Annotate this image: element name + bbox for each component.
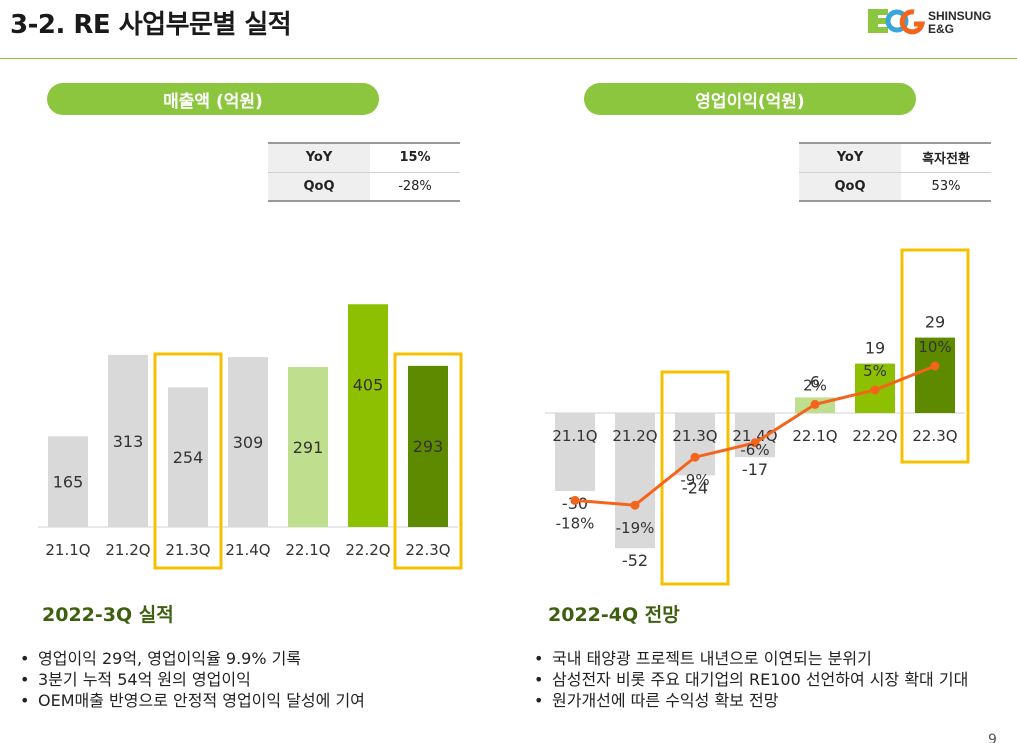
profit-data-label: 29	[925, 313, 945, 332]
revenue-heading: 매출액 (억원)	[47, 83, 379, 115]
charts-canvas: 165 21.1Q 313 21.2Q 254 21.3Q 309 21.4Q 291 22.1Q…	[38, 248, 970, 586]
logo-text-line1: SHINSUNG	[928, 9, 992, 23]
revenue-tick-label: 22.1Q	[285, 541, 330, 559]
profit-bar	[675, 413, 715, 476]
outlook-bullet-list: 국내 태양광 프로젝트 내년으로 이연되는 분위기 삼성전자 비롯 주요 대기업…	[530, 648, 1000, 711]
revenue-growth-table: YoY 15% QoQ -28%	[268, 142, 460, 202]
revenue-highlight-box	[393, 352, 463, 570]
margin-series-point	[810, 399, 820, 409]
profit-tick-label: 22.3Q	[912, 427, 957, 445]
list-item: 3분기 누적 54억 원의 영업이익	[16, 669, 486, 690]
revenue-highlight-box	[153, 352, 223, 570]
margin-data-label: 5%	[863, 362, 887, 380]
revenue-bar	[48, 436, 88, 527]
revenue-tick-label: 21.1Q	[45, 541, 90, 559]
margin-data-label: -19%	[616, 519, 655, 537]
revenue-tick-label: 21.3Q	[165, 541, 210, 559]
qoq-label: QoQ	[268, 172, 370, 202]
list-item: 영업이익 29억, 영업이익율 9.9% 기록	[16, 648, 486, 669]
outlook-section-title: 2022-4Q 전망	[548, 604, 680, 626]
profit-tick-label: 21.2Q	[612, 427, 657, 445]
revenue-tick-label: 21.2Q	[105, 541, 150, 559]
profit-tick-label: 21.1Q	[552, 427, 597, 445]
revenue-data-label: 293	[413, 437, 444, 456]
margin-data-label: 10%	[918, 338, 951, 356]
revenue-bar	[168, 387, 208, 527]
revenue-data-label: 291	[293, 438, 324, 457]
profit-bar	[555, 413, 595, 491]
margin-data-label: -18%	[556, 514, 595, 532]
results-section-title: 2022-3Q 실적	[42, 604, 174, 626]
margin-data-label: -6%	[740, 441, 769, 459]
table-row: QoQ 53%	[799, 172, 991, 202]
revenue-tick-label: 22.3Q	[405, 541, 450, 559]
yoy-label: YoY	[268, 142, 370, 173]
margin-series-point	[630, 500, 640, 510]
table-row: YoY 15%	[268, 142, 460, 173]
margin-data-label: -9%	[680, 471, 709, 489]
profit-tick-label: 21.4Q	[732, 427, 777, 445]
revenue-bar	[408, 365, 448, 527]
revenue-data-label: 309	[233, 433, 264, 452]
operating-profit-heading: 영업이익(억원)	[584, 83, 916, 115]
revenue-data-label: 313	[113, 432, 144, 451]
revenue-tick-label: 21.4Q	[225, 541, 270, 559]
revenue-tick-label: 22.2Q	[345, 541, 390, 559]
revenue-bar	[348, 304, 388, 527]
revenue-data-label: 254	[173, 448, 204, 467]
profit-data-label: -24	[682, 478, 708, 497]
title-rule	[0, 58, 1017, 59]
qoq-value: 53%	[901, 172, 991, 202]
table-row: YoY 흑자전환	[799, 142, 991, 173]
list-item: 국내 태양광 프로젝트 내년으로 이연되는 분위기	[530, 648, 1000, 669]
margin-data-label: 2%	[803, 376, 827, 394]
logo-text-line2: E&G	[928, 22, 955, 36]
list-item: OEM매출 반영으로 안정적 영업이익 달성에 기여	[16, 690, 486, 711]
yoy-value: 흑자전환	[901, 142, 991, 173]
list-item: 원가개선에 따른 수익성 확보 전망	[530, 690, 1000, 711]
revenue-bar	[228, 357, 268, 527]
profit-tick-label: 21.3Q	[672, 427, 717, 445]
revenue-data-label: 405	[353, 375, 384, 394]
yoy-label: YoY	[799, 142, 901, 173]
revenue-data-label: 165	[53, 473, 84, 492]
qoq-value: -28%	[370, 172, 460, 202]
list-item: 삼성전자 비롯 주요 대기업의 RE100 선언하여 시장 확대 기대	[530, 669, 1000, 690]
profit-bar	[615, 413, 655, 549]
profit-tick-label: 22.1Q	[792, 427, 837, 445]
profit-data-label: -17	[742, 460, 768, 479]
page-number: 9	[988, 732, 997, 743]
revenue-bar	[108, 354, 148, 527]
table-row: QoQ -28%	[268, 172, 460, 202]
profit-highlight-box	[900, 248, 970, 464]
revenue-bar	[288, 366, 328, 527]
profit-tick-label: 22.2Q	[852, 427, 897, 445]
page-title: 3-2. RE 사업부문별 실적	[10, 10, 292, 40]
qoq-label: QoQ	[799, 172, 901, 202]
margin-series-point	[570, 495, 580, 505]
yoy-value: 15%	[370, 142, 460, 173]
margin-series-point	[930, 361, 940, 371]
profit-growth-table: YoY 흑자전환 QoQ 53%	[799, 142, 991, 202]
profit-highlight-box	[660, 370, 730, 586]
profit-bar	[915, 337, 955, 413]
margin-series-point	[690, 452, 700, 462]
profit-data-label: 6	[810, 372, 820, 391]
margin-series-point	[870, 385, 880, 395]
margin-series-point	[750, 438, 760, 448]
profit-data-label: -52	[622, 551, 648, 570]
company-logo: SHINSUNG E&G	[868, 6, 1008, 42]
results-bullet-list: 영업이익 29억, 영업이익율 9.9% 기록 3분기 누적 54억 원의 영업…	[16, 648, 486, 711]
profit-data-label: 19	[865, 339, 885, 358]
